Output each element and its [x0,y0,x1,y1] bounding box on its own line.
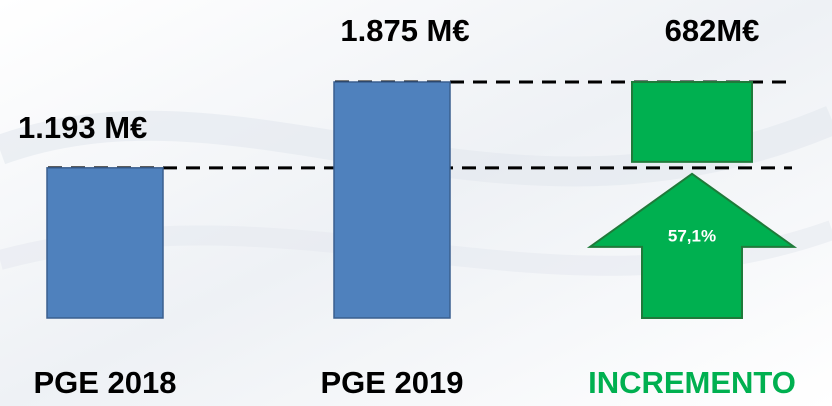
value-label: 682M€ [665,13,760,48]
bar [333,81,451,319]
increment-arrow [586,172,798,319]
category-label: INCREMENTO [588,365,796,400]
increment-bar [631,81,753,163]
bar [46,167,164,319]
category-label: PGE 2019 [320,365,463,400]
value-label: 1.193 M€ [18,110,147,145]
category-label: PGE 2018 [33,365,176,400]
change-label: 57,1% [668,226,716,245]
value-label: 1.875 M€ [340,13,469,48]
